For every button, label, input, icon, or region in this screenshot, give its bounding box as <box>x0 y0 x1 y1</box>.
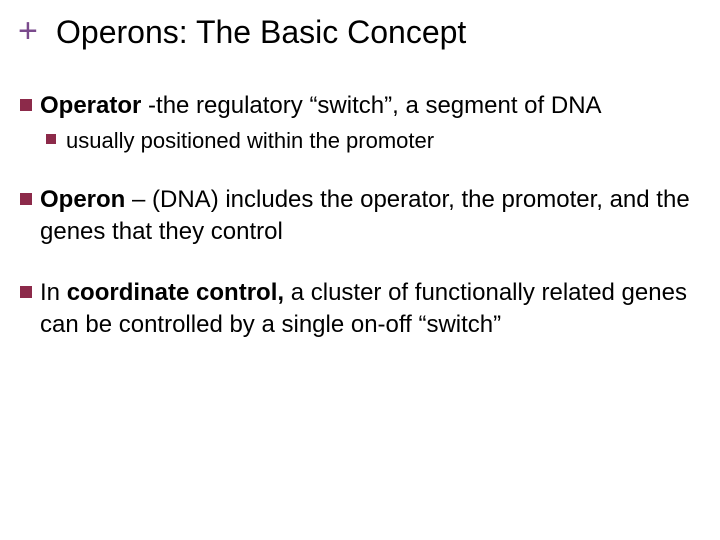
item-rest: -the regulatory “switch”, a segment of D… <box>141 92 601 119</box>
slide: + Operons: The Basic Concept Operator -t… <box>0 0 720 540</box>
item-lead: In <box>40 279 67 306</box>
bullet-item: Operator -the regulatory “switch”, a seg… <box>20 90 704 156</box>
bullet-item: Operon – (DNA) includes the operator, th… <box>20 184 704 249</box>
sub-text: usually positioned within the promoter <box>66 128 434 153</box>
square-bullet-icon <box>46 134 56 144</box>
plus-icon: + <box>18 14 38 48</box>
bullet-item: In coordinate control, a cluster of func… <box>20 277 704 342</box>
item-bold: Operon <box>40 186 125 213</box>
slide-title: Operons: The Basic Concept <box>56 14 466 51</box>
item-bold: coordinate control, <box>67 279 284 306</box>
item-bold: Operator <box>40 92 141 119</box>
square-bullet-icon <box>20 99 32 111</box>
sub-bullet-item: usually positioned within the promoter <box>40 126 704 156</box>
square-bullet-icon <box>20 193 32 205</box>
square-bullet-icon <box>20 286 32 298</box>
slide-body: Operator -the regulatory “switch”, a seg… <box>20 90 704 370</box>
item-rest: – (DNA) includes the operator, the promo… <box>40 186 690 245</box>
